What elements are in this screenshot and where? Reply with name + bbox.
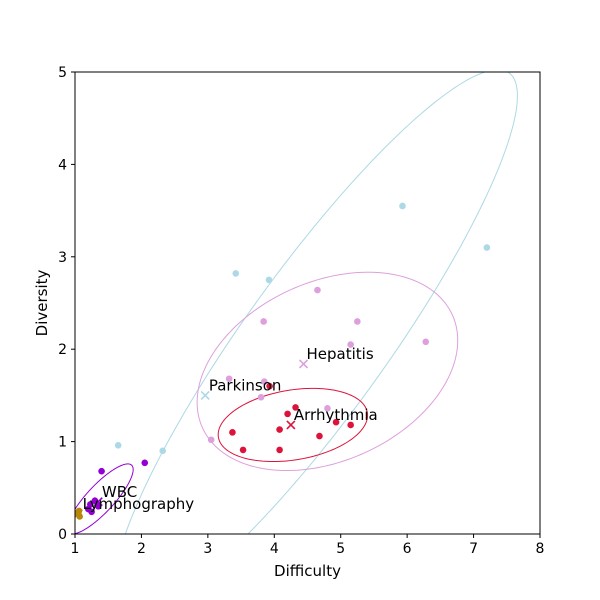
data-point: [98, 467, 105, 475]
data-point: [347, 341, 354, 348]
data-point: [232, 270, 240, 277]
centroid-marker: [93, 497, 103, 507]
x-axis-label: Difficulty: [274, 562, 341, 580]
data-point: [141, 459, 149, 467]
y-tick-label: 3: [58, 250, 67, 266]
data-point: [324, 405, 331, 412]
y-tick-label: 2: [58, 342, 67, 358]
data-point: [314, 286, 321, 294]
annotation-label: Parkinson: [209, 377, 282, 395]
centroid-marker: [75, 509, 83, 519]
data-point: [347, 421, 354, 429]
x-tick-label: 6: [403, 541, 412, 557]
data-point: [399, 202, 406, 210]
data-point: [332, 418, 340, 426]
data-point: [265, 276, 273, 284]
x-tick-label: 5: [336, 541, 345, 557]
data-point: [422, 338, 430, 346]
data-point: [276, 446, 283, 454]
data-point: [207, 436, 215, 444]
y-axis-label: Diversity: [33, 270, 51, 337]
centroid-marker: [200, 390, 210, 400]
data-point: [261, 378, 268, 385]
data-point: [483, 244, 491, 251]
x-tick-label: 1: [71, 541, 80, 557]
data-point: [159, 447, 166, 455]
x-tick-label: 4: [270, 541, 279, 557]
y-axis-ticks: 0 1 2 3 4 5: [58, 65, 75, 543]
data-point: [229, 429, 236, 436]
annotation-label: WBC: [102, 483, 137, 501]
y-tick-label: 0: [58, 527, 67, 543]
data-point: [292, 404, 299, 411]
y-tick-label: 1: [58, 435, 67, 451]
x-tick-label: 2: [137, 541, 146, 557]
data-point: [260, 318, 267, 325]
confidence-ellipse: [196, 271, 459, 472]
annotation-label: Arrhythmia: [294, 406, 378, 424]
centroid-marker: [286, 420, 296, 430]
data-point: [114, 441, 122, 449]
confidence-ellipse: [124, 72, 518, 534]
data-point: [284, 410, 291, 418]
y-tick-label: 4: [58, 157, 67, 173]
annotation-label: Hepatitis: [307, 345, 374, 363]
annotation-label: Lymphography: [83, 495, 195, 513]
annotation-labels: Parkinson Hepatitis Arrhythmia WBCLymphogra…: [83, 345, 378, 513]
data-point: [88, 508, 95, 516]
x-tick-label: 7: [469, 541, 478, 557]
data-point: [86, 501, 94, 508]
x-tick-label: 3: [203, 541, 212, 557]
centroid-marker: [298, 359, 309, 369]
confidence-ellipse: [75, 463, 134, 534]
plot-frame: [74, 71, 541, 535]
x-axis-ticks: 1 2 3 4 5 6 7 8: [71, 534, 545, 557]
data-point: [225, 375, 233, 383]
data-point: [276, 426, 283, 433]
data-point: [316, 432, 323, 440]
data-point: [266, 382, 273, 390]
confidence-ellipse: [217, 387, 369, 463]
data-points: [75, 202, 491, 520]
x-tick-label: 8: [536, 541, 545, 557]
data-point: [239, 446, 247, 454]
centroid-markers: [75, 359, 309, 519]
data-point: [94, 502, 102, 510]
data-point: [354, 318, 361, 325]
y-tick-label: 5: [58, 65, 67, 81]
data-point: [257, 393, 265, 401]
confidence-ellipses: [75, 72, 518, 534]
